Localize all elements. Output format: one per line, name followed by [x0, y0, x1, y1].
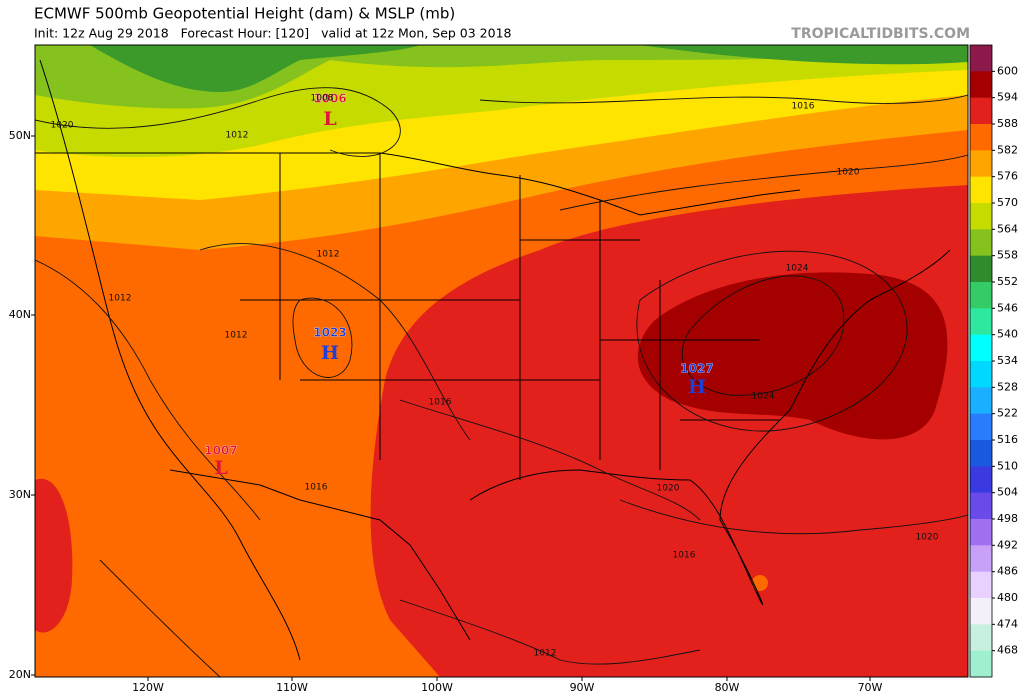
band-594 [637, 272, 948, 440]
colorbar-label: 510 [997, 459, 1018, 472]
colorbar-segment [970, 203, 992, 230]
isobar-label: 1016 [792, 102, 815, 112]
colorbar-segment [970, 176, 992, 204]
us-mexico-border [169, 469, 471, 641]
colorbar-label: 516 [997, 433, 1018, 446]
colorbar-segment [970, 387, 992, 415]
colorbar-label: 534 [997, 354, 1018, 367]
isobar-label: 1016 [673, 551, 696, 561]
longitude-label: 120W [132, 681, 164, 694]
isobar-label: 1020 [51, 121, 74, 131]
longitude-label: 80W [715, 681, 740, 694]
isobar-label: 1012 [226, 131, 249, 141]
longitude-label: 110W [276, 681, 308, 694]
colorbar-segment [970, 571, 992, 599]
isobar-label: 1012 [109, 294, 132, 304]
colorbar-segment [970, 71, 992, 99]
band-552 [90, 45, 420, 92]
map-area [34, 44, 969, 678]
latitude-label: 50N [9, 129, 31, 142]
map-frame [34, 44, 969, 678]
colorbar-segment [970, 598, 992, 625]
latitude-label: 30N [9, 488, 31, 501]
center-symbol: H [688, 376, 706, 398]
colorbar-label: 528 [997, 380, 1018, 393]
gulf-atlantic-coast [469, 249, 951, 605]
watermark: TROPICALTIDBITS.COM [791, 26, 970, 42]
colorbar-segment [970, 308, 992, 336]
colorbar-label: 576 [997, 170, 1018, 183]
colorbar-label: 600 [997, 64, 1018, 77]
band-552-east [640, 45, 968, 65]
colorbar-segment [970, 255, 992, 283]
colorbar-label: 522 [997, 407, 1018, 420]
isobars [35, 87, 968, 677]
isobar-label: 1020 [837, 168, 860, 178]
longitude-label: 90W [570, 681, 595, 694]
latitude-label: 40N [9, 308, 31, 321]
colorbar-segment [970, 124, 992, 151]
colorbar-label: 504 [997, 486, 1018, 499]
colorbar-segment [970, 45, 992, 72]
colorbar-label: 468 [997, 644, 1018, 657]
colorbar-segment [970, 624, 992, 652]
colorbar-segment [970, 466, 992, 494]
colorbar-label: 558 [997, 249, 1018, 262]
colorbar-segment [970, 545, 992, 573]
colorbar-segment [970, 334, 992, 362]
isobar-label: 1008 [311, 94, 334, 104]
colorbar-label: 498 [997, 512, 1018, 525]
band-588-west [35, 478, 73, 633]
isobar-label: 1012 [225, 331, 248, 341]
longitude-label: 70W [858, 681, 883, 694]
pacific-coast [39, 59, 301, 661]
colorbar-label: 492 [997, 538, 1018, 551]
center-value: 1027 [680, 362, 713, 376]
colorbar-label: 480 [997, 591, 1018, 604]
us-canada-border [35, 152, 801, 216]
subtitle: Init: 12z Aug 29 2018 Forecast Hour: [12… [34, 26, 512, 41]
title: ECMWF 500mb Geopotential Height (dam) & … [34, 5, 455, 23]
colorbar-label: 546 [997, 301, 1018, 314]
center-symbol: L [214, 457, 227, 479]
colorbar-segment [970, 519, 992, 546]
colorbar-segment [970, 282, 992, 309]
colorbar-segment [970, 440, 992, 467]
colorbar-segment [970, 361, 992, 388]
isobar-label: 1020 [657, 484, 680, 494]
colorbar-segment [970, 413, 992, 441]
isobar-label: 1016 [305, 483, 328, 493]
colorbar-label: 588 [997, 117, 1018, 130]
borders [35, 59, 951, 661]
colorbar-label: 552 [997, 275, 1018, 288]
colorbar-label: 474 [997, 617, 1018, 630]
center-value: 1006 [313, 92, 346, 106]
isobar-label: 1016 [429, 398, 452, 408]
isobar-label: 1012 [534, 649, 557, 659]
colorbar-segment [970, 97, 992, 125]
colorbar-label: 564 [997, 222, 1018, 235]
longitude-label: 100W [421, 681, 453, 694]
band-582-florida [752, 575, 768, 591]
colorbar-label: 540 [997, 328, 1018, 341]
colorbar-label: 486 [997, 565, 1018, 578]
isobar-label: 1024 [786, 264, 809, 274]
center-value: 1023 [313, 326, 346, 340]
colorbar-segment [970, 492, 992, 520]
colorbar-label: 594 [997, 91, 1018, 104]
isobar-label: 1024 [752, 392, 775, 402]
center-value: 1007 [204, 444, 237, 458]
colorbar-segment [970, 150, 992, 178]
isobar-label: 1020 [916, 533, 939, 543]
latitude-label: 20N [9, 668, 31, 681]
center-symbol: H [321, 342, 339, 364]
colorbar-segment [970, 229, 992, 257]
center-symbol: L [323, 108, 336, 130]
colorbar-segment [970, 650, 992, 678]
colorbar-label: 582 [997, 143, 1018, 156]
isobar-label: 1012 [317, 250, 340, 260]
colorbar-label: 570 [997, 196, 1018, 209]
